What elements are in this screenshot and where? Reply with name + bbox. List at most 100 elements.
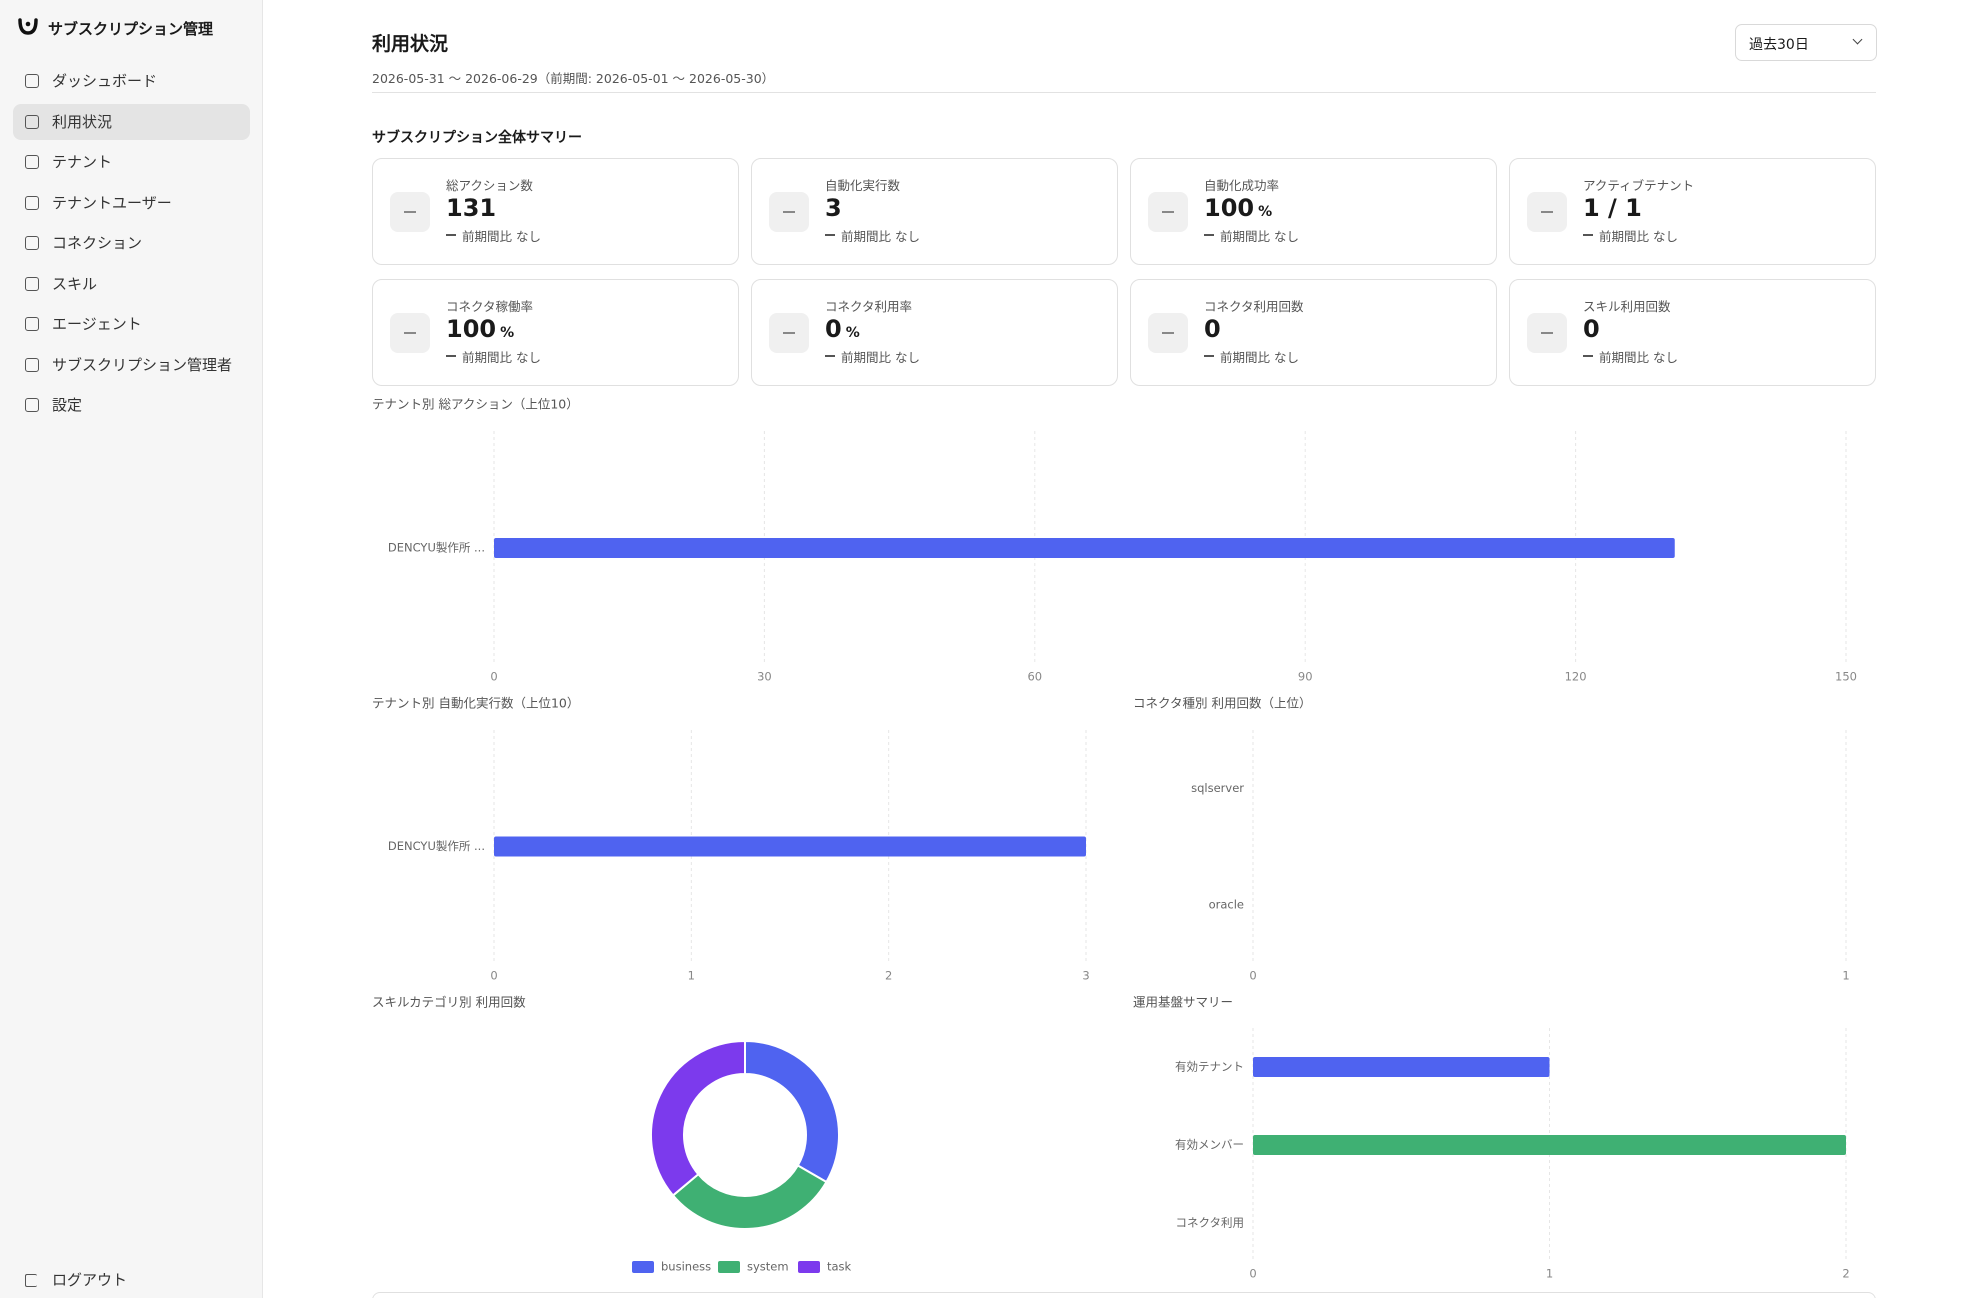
card-dash bbox=[825, 355, 835, 357]
sidebar-title: サブスクリプション管理 bbox=[48, 20, 214, 38]
nav-icon bbox=[25, 195, 39, 210]
bar bbox=[494, 538, 1675, 558]
x-tick-label: 0 bbox=[1249, 1267, 1256, 1281]
card-dash bbox=[446, 355, 456, 357]
card-compare: 前期間比 なし bbox=[841, 229, 920, 244]
logout-icon bbox=[25, 1274, 37, 1287]
card-value: 0 bbox=[1204, 315, 1221, 343]
nav-item[interactable]: テナント bbox=[52, 153, 113, 171]
nav-item[interactable]: コネクション bbox=[52, 234, 143, 252]
legend-swatch bbox=[798, 1261, 820, 1273]
card-icon bbox=[1148, 192, 1188, 232]
card-unit: % bbox=[1258, 204, 1273, 220]
summary-title: サブスクリプション全体サマリー bbox=[372, 130, 582, 146]
nav-item[interactable]: スキル bbox=[52, 274, 98, 293]
card-label: アクティブテナント bbox=[1583, 178, 1695, 193]
nav-active-bg bbox=[13, 103, 250, 140]
divider bbox=[372, 92, 1876, 93]
card-dash bbox=[446, 234, 456, 236]
bar bbox=[1253, 1057, 1550, 1077]
card-icon-glyph bbox=[783, 332, 795, 334]
x-tick-label: 2 bbox=[1842, 1267, 1849, 1281]
x-tick-label: 120 bbox=[1565, 670, 1587, 684]
nav-item[interactable]: テナントユーザー bbox=[52, 193, 172, 212]
card-value: 1 / 1 bbox=[1583, 194, 1642, 222]
nav-item[interactable]: ダッシュボード bbox=[52, 72, 158, 90]
card-value: 0% bbox=[825, 315, 860, 343]
range-select[interactable]: 過去30日 bbox=[1735, 24, 1877, 61]
x-tick-label: 3 bbox=[1082, 969, 1089, 983]
card-compare: 前期間比 なし bbox=[1220, 350, 1299, 365]
card-label: コネクタ利用率 bbox=[825, 299, 913, 314]
x-tick-label: 2 bbox=[885, 969, 892, 983]
card-value: 3 bbox=[825, 194, 842, 222]
card-label: 総アクション数 bbox=[446, 178, 533, 193]
card-icon bbox=[769, 192, 809, 232]
card-icon bbox=[1148, 313, 1188, 353]
y-tick-label: oracle bbox=[1209, 897, 1244, 911]
y-tick-label: コネクタ利用 bbox=[1175, 1216, 1244, 1230]
card-icon-glyph bbox=[1541, 332, 1553, 334]
summary-card: 総アクション数 131 前期間比 なし bbox=[372, 158, 739, 265]
card-value: 0 bbox=[1583, 315, 1600, 343]
summary-card: 自動化成功率 100% 前期間比 なし bbox=[1130, 158, 1497, 265]
logo-icon bbox=[18, 18, 38, 35]
card-unit: % bbox=[500, 325, 515, 341]
card-value: 100% bbox=[446, 315, 515, 343]
card-label: コネクタ稼働率 bbox=[446, 299, 534, 314]
x-tick-label: 1 bbox=[1546, 1267, 1553, 1281]
summary-card: コネクタ利用率 0% 前期間比 なし bbox=[751, 279, 1118, 386]
range-select-text: 過去30日 bbox=[1749, 37, 1809, 53]
card-value: 100% bbox=[1204, 194, 1273, 222]
nav-item[interactable]: エージェント bbox=[52, 315, 142, 333]
y-tick-label: DENCYU製作所 ... bbox=[388, 839, 485, 853]
chart-title: 運用基盤サマリー bbox=[1133, 995, 1233, 1010]
summary-card: 自動化実行数 3 前期間比 なし bbox=[751, 158, 1118, 265]
summary-card: コネクタ利用回数 0 前期間比 なし bbox=[1130, 279, 1497, 386]
nav-icon bbox=[25, 155, 39, 169]
page-title: 利用状況 bbox=[372, 33, 449, 55]
x-tick-label: 30 bbox=[757, 670, 772, 684]
nav-icon bbox=[25, 236, 39, 250]
donut-segment bbox=[744, 1039, 840, 1184]
card-label: 自動化成功率 bbox=[1204, 178, 1280, 193]
x-tick-label: 1 bbox=[688, 969, 695, 983]
bar bbox=[1253, 1135, 1846, 1155]
nav-item[interactable]: 設定 bbox=[52, 396, 83, 414]
x-tick-label: 0 bbox=[490, 969, 497, 983]
nav-item[interactable]: サブスクリプション管理者 bbox=[52, 355, 233, 374]
card-compare: 前期間比 なし bbox=[841, 350, 920, 365]
card-dash bbox=[825, 234, 835, 236]
card-icon bbox=[390, 313, 430, 353]
card-compare: 前期間比 なし bbox=[1599, 229, 1678, 244]
x-tick-label: 0 bbox=[1249, 969, 1256, 983]
chart-title: スキルカテゴリ別 利用回数 bbox=[372, 995, 526, 1010]
card-compare: 前期間比 なし bbox=[1220, 229, 1299, 244]
card-icon-glyph bbox=[1162, 332, 1174, 334]
card-icon-glyph bbox=[404, 211, 416, 213]
x-tick-label: 90 bbox=[1298, 670, 1313, 684]
legend-swatch bbox=[632, 1261, 654, 1273]
card-unit: % bbox=[845, 325, 860, 341]
chart-title: テナント別 自動化実行数（上位10） bbox=[372, 696, 579, 711]
summary-card: アクティブテナント 1 / 1 前期間比 なし bbox=[1509, 158, 1876, 265]
card-icon-glyph bbox=[1541, 211, 1553, 213]
x-tick-label: 0 bbox=[490, 670, 497, 684]
y-tick-label: 有効メンバー bbox=[1175, 1138, 1244, 1152]
y-tick-label: DENCYU製作所 ... bbox=[388, 541, 485, 555]
card-compare: 前期間比 なし bbox=[462, 229, 541, 244]
card-label: スキル利用回数 bbox=[1583, 299, 1671, 314]
logout[interactable]: ログアウト bbox=[52, 1271, 128, 1289]
card-value: 131 bbox=[446, 194, 497, 222]
card-icon bbox=[769, 313, 809, 353]
card-compare: 前期間比 なし bbox=[462, 350, 541, 365]
card-dash bbox=[1583, 355, 1593, 357]
legend-label: system bbox=[747, 1260, 789, 1274]
y-tick-label: 有効テナント bbox=[1175, 1060, 1244, 1074]
nav-item[interactable]: 利用状況 bbox=[52, 112, 113, 131]
card-compare: 前期間比 なし bbox=[1599, 350, 1678, 365]
card-label: 自動化実行数 bbox=[825, 178, 901, 193]
card-icon bbox=[1527, 313, 1567, 353]
card-label: コネクタ利用回数 bbox=[1204, 299, 1304, 314]
